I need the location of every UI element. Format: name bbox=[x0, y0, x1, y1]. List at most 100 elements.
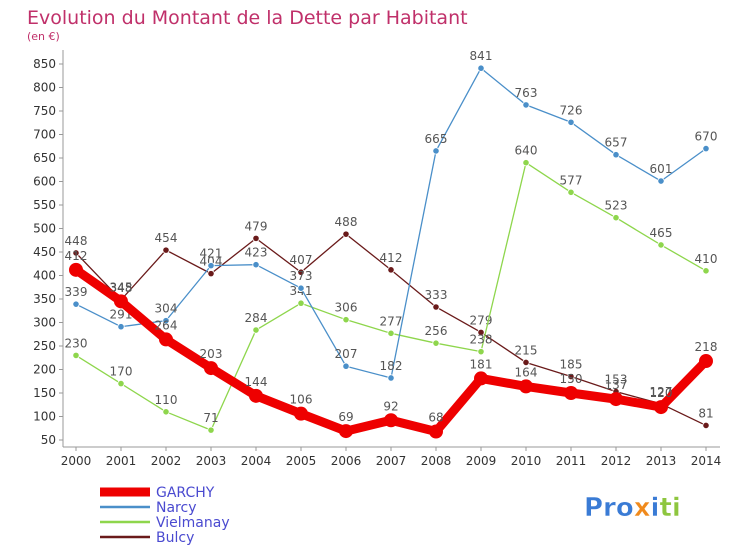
data-point bbox=[297, 299, 305, 307]
data-point bbox=[72, 300, 80, 308]
y-tick-label: 750 bbox=[33, 104, 56, 118]
data-label: 665 bbox=[425, 132, 448, 146]
data-label: 68 bbox=[428, 411, 443, 425]
data-label: 279 bbox=[470, 313, 493, 327]
svg-text:Proxiti: Proxiti bbox=[584, 493, 681, 523]
x-tick-label: 2000 bbox=[61, 454, 92, 468]
x-tick-label: 2013 bbox=[646, 454, 677, 468]
data-point bbox=[297, 284, 305, 292]
data-label: 92 bbox=[383, 399, 398, 413]
y-tick-label: 600 bbox=[33, 175, 56, 189]
data-point bbox=[207, 426, 215, 434]
data-point bbox=[162, 408, 170, 416]
data-label: 182 bbox=[380, 359, 403, 373]
data-label: 523 bbox=[605, 199, 628, 213]
data-label: 264 bbox=[155, 318, 178, 332]
data-point bbox=[522, 358, 530, 367]
data-point bbox=[342, 316, 350, 324]
legend-label: GARCHY bbox=[156, 485, 215, 501]
series-bulcy: 4483484544044794074884123332792151851531… bbox=[65, 215, 714, 430]
proxiti-logo: Proxiti bbox=[584, 493, 681, 524]
y-tick-label: 50 bbox=[41, 433, 56, 447]
data-point bbox=[567, 118, 575, 126]
legend-label: Bulcy bbox=[156, 530, 194, 546]
data-point bbox=[387, 329, 395, 337]
data-label: 277 bbox=[380, 314, 403, 328]
data-point bbox=[114, 294, 128, 309]
data-point bbox=[69, 262, 83, 277]
x-tick-label: 2010 bbox=[511, 454, 542, 468]
data-label: 215 bbox=[515, 343, 538, 357]
data-label: 339 bbox=[65, 285, 88, 299]
x-tick-label: 2002 bbox=[151, 454, 182, 468]
data-point bbox=[432, 339, 440, 347]
legend-item-vielmanay: Vielmanay bbox=[100, 515, 230, 531]
data-label: 306 bbox=[335, 301, 358, 315]
data-point bbox=[384, 413, 398, 428]
data-point bbox=[699, 354, 713, 369]
y-tick-label: 100 bbox=[33, 410, 56, 424]
data-point bbox=[252, 326, 260, 334]
data-point bbox=[387, 266, 395, 274]
data-label: 170 bbox=[110, 365, 133, 379]
data-point bbox=[387, 374, 395, 382]
data-point bbox=[339, 424, 353, 439]
data-label: 454 bbox=[155, 231, 178, 245]
x-tick-label: 2014 bbox=[691, 454, 722, 468]
data-label: 577 bbox=[560, 173, 583, 187]
data-label: 488 bbox=[335, 215, 358, 229]
data-point bbox=[207, 262, 215, 270]
data-label: 150 bbox=[560, 372, 583, 386]
data-label: 333 bbox=[425, 288, 448, 302]
data-point bbox=[654, 400, 668, 415]
legend-item-garchy: GARCHY bbox=[100, 485, 215, 501]
data-point bbox=[657, 177, 665, 185]
y-tick-label: 200 bbox=[33, 363, 56, 377]
data-point bbox=[162, 317, 170, 325]
y-tick-label: 500 bbox=[33, 222, 56, 236]
x-tick-label: 2011 bbox=[556, 454, 587, 468]
data-label: 763 bbox=[515, 86, 538, 100]
x-tick-label: 2003 bbox=[196, 454, 227, 468]
data-label: 181 bbox=[470, 357, 493, 371]
data-label: 412 bbox=[65, 249, 88, 263]
data-label: 106 bbox=[290, 393, 313, 407]
data-label: 207 bbox=[335, 347, 358, 361]
data-point bbox=[477, 348, 485, 356]
legend-item-narcy: Narcy bbox=[100, 500, 196, 516]
data-label: 448 bbox=[65, 234, 88, 248]
data-point bbox=[612, 151, 620, 159]
data-point bbox=[702, 421, 710, 430]
x-tick-label: 2007 bbox=[376, 454, 407, 468]
legend-item-bulcy: Bulcy bbox=[100, 530, 194, 546]
y-tick-label: 550 bbox=[33, 198, 56, 212]
x-tick-label: 2005 bbox=[286, 454, 317, 468]
data-label: 185 bbox=[560, 358, 583, 372]
data-label: 230 bbox=[65, 336, 88, 350]
data-point bbox=[72, 351, 80, 359]
data-point bbox=[342, 230, 350, 238]
data-label: 423 bbox=[245, 246, 268, 260]
data-label: 726 bbox=[560, 103, 583, 117]
data-label: 164 bbox=[515, 365, 538, 379]
data-point bbox=[432, 303, 440, 311]
data-point bbox=[249, 388, 263, 403]
data-label: 144 bbox=[245, 375, 268, 389]
data-point bbox=[474, 371, 488, 386]
y-tick-label: 800 bbox=[33, 81, 56, 95]
legend-label: Vielmanay bbox=[156, 515, 230, 531]
series-garchy: 412 345 264 203 144 106 69 92 68 181 164 150 137 120 2… bbox=[65, 249, 717, 439]
y-tick-label: 350 bbox=[33, 292, 56, 306]
data-label: 412 bbox=[380, 251, 403, 265]
data-point bbox=[342, 362, 350, 370]
y-tick-label: 650 bbox=[33, 151, 56, 165]
data-point bbox=[294, 406, 308, 421]
data-label: 479 bbox=[245, 219, 268, 233]
x-tick-label: 2004 bbox=[241, 454, 272, 468]
data-point bbox=[204, 361, 218, 376]
data-label: 410 bbox=[695, 252, 718, 266]
x-tick-label: 2008 bbox=[421, 454, 452, 468]
